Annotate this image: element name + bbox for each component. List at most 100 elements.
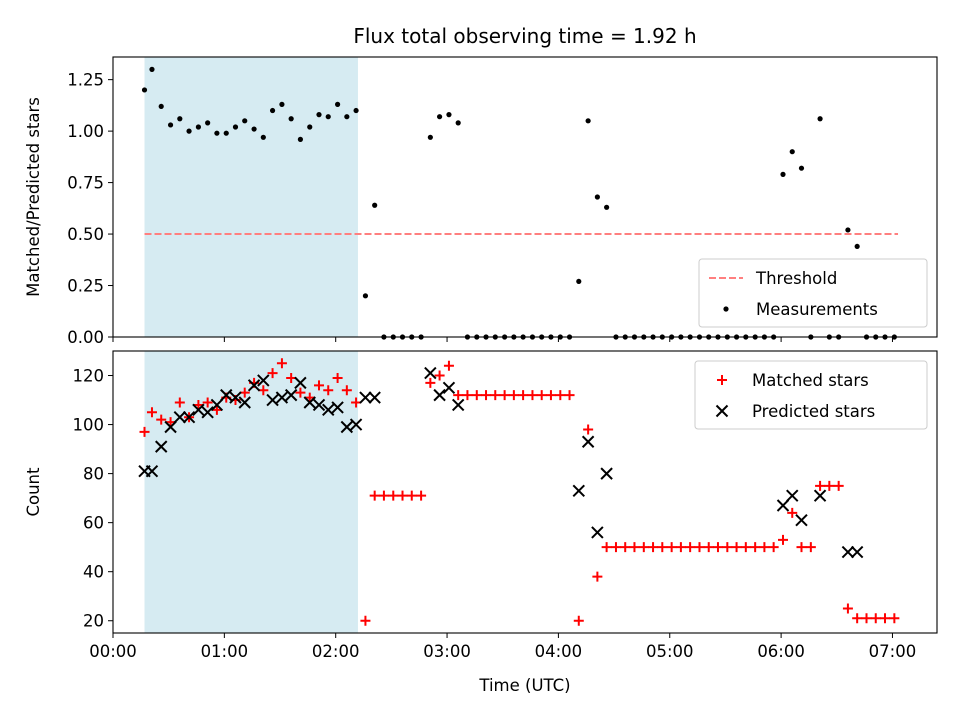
matched-star-point [397,490,408,501]
measurement-point [446,112,452,118]
predicted-star-point [257,374,270,387]
series-measurements [141,66,897,340]
measurement-point [427,134,433,140]
matched-star-point [815,480,826,491]
matched-star-point [555,390,566,401]
matched-star-point [267,368,278,379]
matched-star-point [536,390,547,401]
predicted-star-point [786,489,799,502]
predicted-star-point [600,467,613,480]
matched-star-point [592,571,603,582]
matched-star-point [341,385,352,396]
chart-title: Flux total observing time = 1.92 h [353,24,696,48]
legend-label: Matched stars [752,371,869,390]
measurement-point [362,293,369,299]
matched-star-point [833,480,844,491]
measurement-point [845,227,851,233]
y-tick-label: 1.00 [67,122,104,141]
x-tick-label: 07:00 [869,642,917,661]
matched-star-point [564,390,575,401]
measurement-point [223,130,229,136]
predicted-star-point [155,440,168,453]
matched-star-point [685,542,696,553]
predicted-star-point [433,388,446,402]
matched-star-point [193,399,204,410]
measurement-point [585,118,591,124]
predicted-star-point [424,366,437,380]
measurement-point [780,171,786,177]
matched-star-point [750,542,761,553]
predicted-star-point [303,396,316,409]
predicted-star-point [331,401,344,414]
y-tick-label: 100 [73,416,105,435]
predicted-star-point [451,398,465,412]
measurement-point [576,278,582,285]
measurement-point [288,116,294,122]
matched-star-point [518,390,529,401]
x-tick-label: 05:00 [646,642,694,661]
axes-frame [112,350,938,634]
matched-star-point [146,407,157,418]
series-predicted-stars [138,366,864,559]
bottom-panel: 20 40 60 80 100 120 00:00 01:00 02:00 03:00 04:00 0… [24,350,938,695]
predicted-star-point [591,526,604,539]
measurement-point [232,124,239,130]
predicted-star-point [247,379,261,392]
matched-star-point [879,613,890,624]
matched-star-point [406,490,417,501]
measurement-point [141,87,148,93]
y-tick-label: 80 [83,465,104,484]
legend: Threshold Measurements [698,258,928,328]
predicted-star-point [442,381,456,394]
matched-star-point [610,542,621,553]
matched-star-point [481,390,492,401]
matched-star-point [638,542,649,553]
matched-star-point [703,542,714,553]
predicted-star-point [145,464,159,478]
axes-frame [112,56,938,338]
measurement-point [344,114,350,120]
legend-box [694,360,928,430]
measurement-point [177,116,183,122]
measurement-point [334,101,341,107]
top-panel: 0.00 0.25 0.50 0.75 1.00 1.25 Matched/Predicte… [24,56,938,347]
matched-star-point [712,542,723,553]
predicted-star-point [238,396,251,409]
matched-star-point [824,480,835,491]
legend-predicted-swatch [715,404,729,418]
predicted-star-point [164,420,177,434]
legend-label: Threshold [755,269,837,288]
predicted-star-point [813,489,827,502]
predicted-star-point [220,388,233,402]
matched-star-point [156,414,167,425]
matched-star-point [731,542,742,553]
y-tick-label: 60 [83,514,104,533]
measurement-point [372,202,378,208]
predicted-star-point [795,513,808,527]
matched-star-point [657,542,668,553]
matched-star-point [332,372,343,383]
matched-star-point [453,390,464,401]
y-axis-label: Matched/Predicted stars [24,97,43,297]
x-tick-label: 02:00 [312,642,360,661]
predicted-star-point [266,393,279,407]
measurement-point [854,243,860,250]
matched-star-point [852,613,863,624]
measurement-point [436,114,443,120]
matched-star-point [796,542,807,553]
matched-star-point [601,542,612,553]
y-tick-label: 40 [83,563,104,582]
measurement-point [353,107,359,114]
matched-star-point [666,542,677,553]
predicted-star-point [581,435,595,448]
measurement-point [307,124,313,130]
legend-matched-swatch [717,375,727,385]
matched-star-point [787,507,798,518]
matched-star-point [425,377,436,388]
matched-star-point [462,390,473,401]
measurement-point [167,122,174,128]
matched-star-point [434,370,445,381]
matched-star-point [768,542,779,553]
